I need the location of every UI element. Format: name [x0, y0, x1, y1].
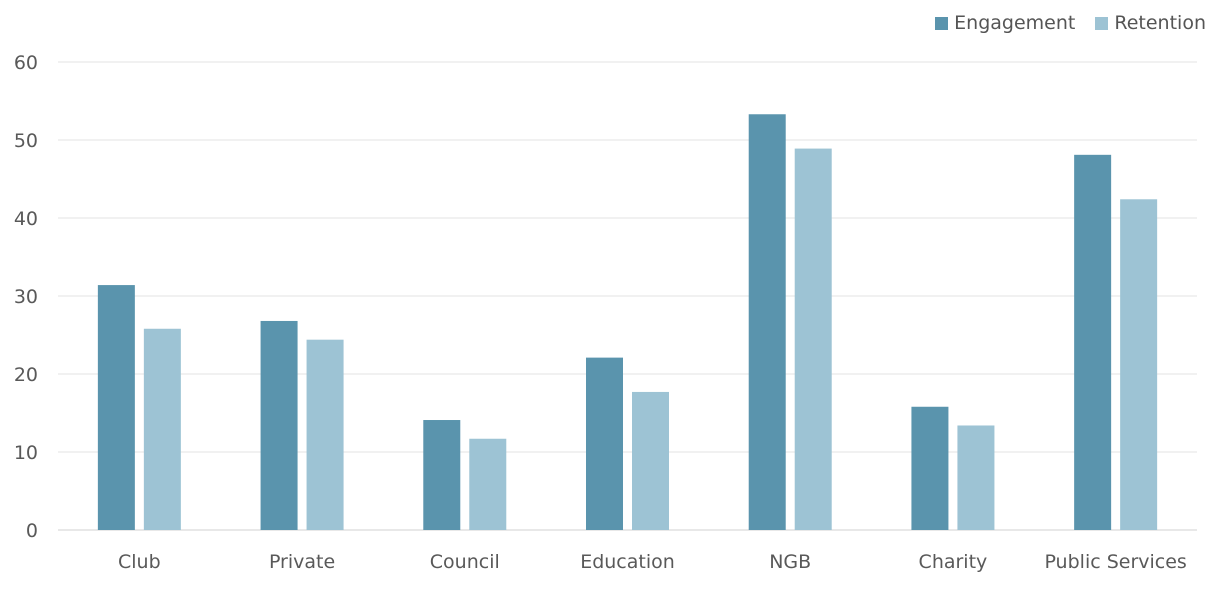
x-tick-label: Club — [118, 551, 161, 573]
legend-item-retention: Retention — [1095, 12, 1206, 34]
legend-label-engagement: Engagement — [954, 12, 1076, 34]
y-tick-label: 0 — [26, 520, 38, 542]
bar-retention — [469, 438, 507, 530]
bar-retention — [306, 339, 344, 530]
bar-engagement — [97, 285, 135, 530]
bar-engagement — [423, 420, 461, 530]
legend: Engagement Retention — [935, 12, 1206, 34]
bar-retention — [143, 328, 181, 530]
x-tick-label: Private — [269, 551, 335, 573]
x-tick-label: Charity — [919, 551, 988, 573]
legend-swatch-engagement — [935, 16, 949, 30]
y-tick-label: 50 — [14, 130, 38, 152]
y-tick-label: 20 — [14, 364, 38, 386]
bar-retention — [1120, 199, 1158, 530]
x-tick-label: NGB — [769, 551, 811, 573]
legend-item-engagement: Engagement — [935, 12, 1075, 34]
bar-retention — [957, 425, 995, 530]
bar-engagement — [911, 406, 949, 530]
bar-retention — [632, 391, 669, 530]
bar-retention — [794, 148, 832, 530]
x-tick-label: Public Services — [1044, 551, 1186, 573]
bar-engagement — [260, 320, 298, 530]
x-tick-label: Council — [430, 551, 500, 573]
y-tick-label: 60 — [14, 52, 38, 74]
x-tick-label: Education — [580, 551, 675, 573]
legend-label-retention: Retention — [1114, 12, 1206, 34]
y-tick-label: 30 — [14, 286, 38, 308]
y-tick-label: 10 — [14, 442, 38, 464]
bar-engagement — [1074, 154, 1112, 530]
legend-swatch-retention — [1095, 16, 1109, 30]
y-tick-label: 40 — [14, 208, 38, 230]
bar-engagement — [586, 357, 623, 530]
bar-engagement — [748, 114, 786, 530]
